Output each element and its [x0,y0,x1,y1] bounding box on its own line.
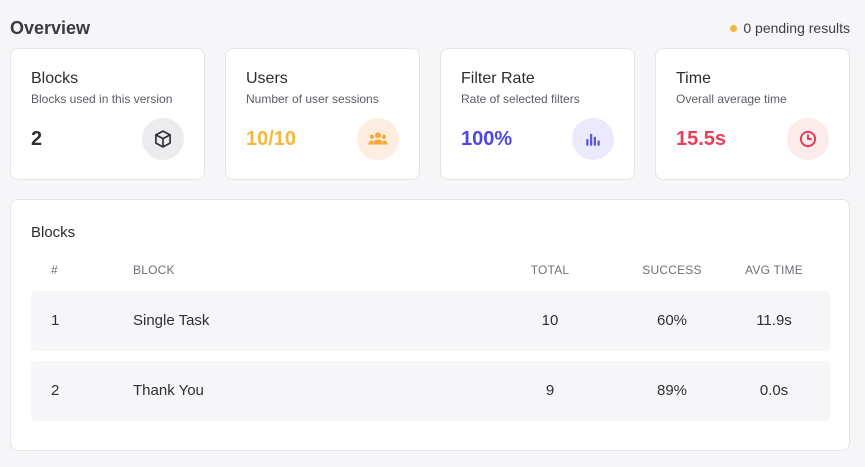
pending-results-indicator: 0 pending results [730,20,850,36]
bar-chart-icon [572,118,614,160]
clock-icon [787,118,829,160]
row-success: 60% [656,312,688,329]
row-index: 1 [51,312,60,329]
row-success: 89% [656,382,688,399]
row-block-name: Single Task [133,312,210,329]
stat-card-title: Time [676,70,711,87]
cube-icon [142,118,184,160]
page-title: Overview [10,17,91,38]
overview-header: Overview 0 pending results [10,14,850,42]
stat-cards: Blocks Blocks used in this version 2 Use… [10,48,850,180]
stat-card-title: Filter Rate [461,70,535,87]
stat-card-subtitle: Number of user sessions [246,92,379,106]
column-header-total: TOTAL [530,263,570,277]
stat-card-users: Users Number of user sessions 10/10 [225,48,420,180]
stat-card-value: 15.5s [676,128,727,150]
row-avg-time: 0.0s [759,382,789,399]
blocks-table-title: Blocks [31,224,76,241]
stat-card-value: 2 [31,128,43,150]
pending-results-text: 0 pending results [743,20,850,36]
pending-status-dot-icon [730,24,738,32]
stat-card-title: Blocks [31,70,79,87]
row-total: 10 [541,312,559,329]
table-row[interactable]: 1 Single Task 10 60% 11.9s [31,291,830,351]
column-header-index: # [51,263,58,277]
row-index: 2 [51,382,60,399]
stat-card-subtitle: Blocks used in this version [31,92,173,106]
stat-card-filter-rate: Filter Rate Rate of selected filters 100… [440,48,635,180]
stat-card-title: Users [246,70,288,87]
stat-card-time: Time Overall average time 15.5s [655,48,850,180]
table-row[interactable]: 2 Thank You 9 89% 0.0s [31,361,830,421]
users-icon [357,118,399,160]
stat-card-value: 10/10 [246,128,297,150]
stat-card-subtitle: Overall average time [676,92,787,106]
row-block-name: Thank You [133,382,204,399]
stat-card-blocks: Blocks Blocks used in this version 2 [10,48,205,180]
row-avg-time: 11.9s [756,312,792,329]
row-total: 9 [545,382,555,399]
column-header-success: SUCCESS [642,263,702,277]
column-header-block: BLOCK [133,263,175,277]
stat-card-subtitle: Rate of selected filters [461,92,580,106]
blocks-table-panel: Blocks # BLOCK TOTAL SUCCESS AVG TIME 1 … [10,199,850,451]
stat-card-value: 100% [461,128,513,150]
column-header-avg-time: AVG TIME [745,263,803,277]
